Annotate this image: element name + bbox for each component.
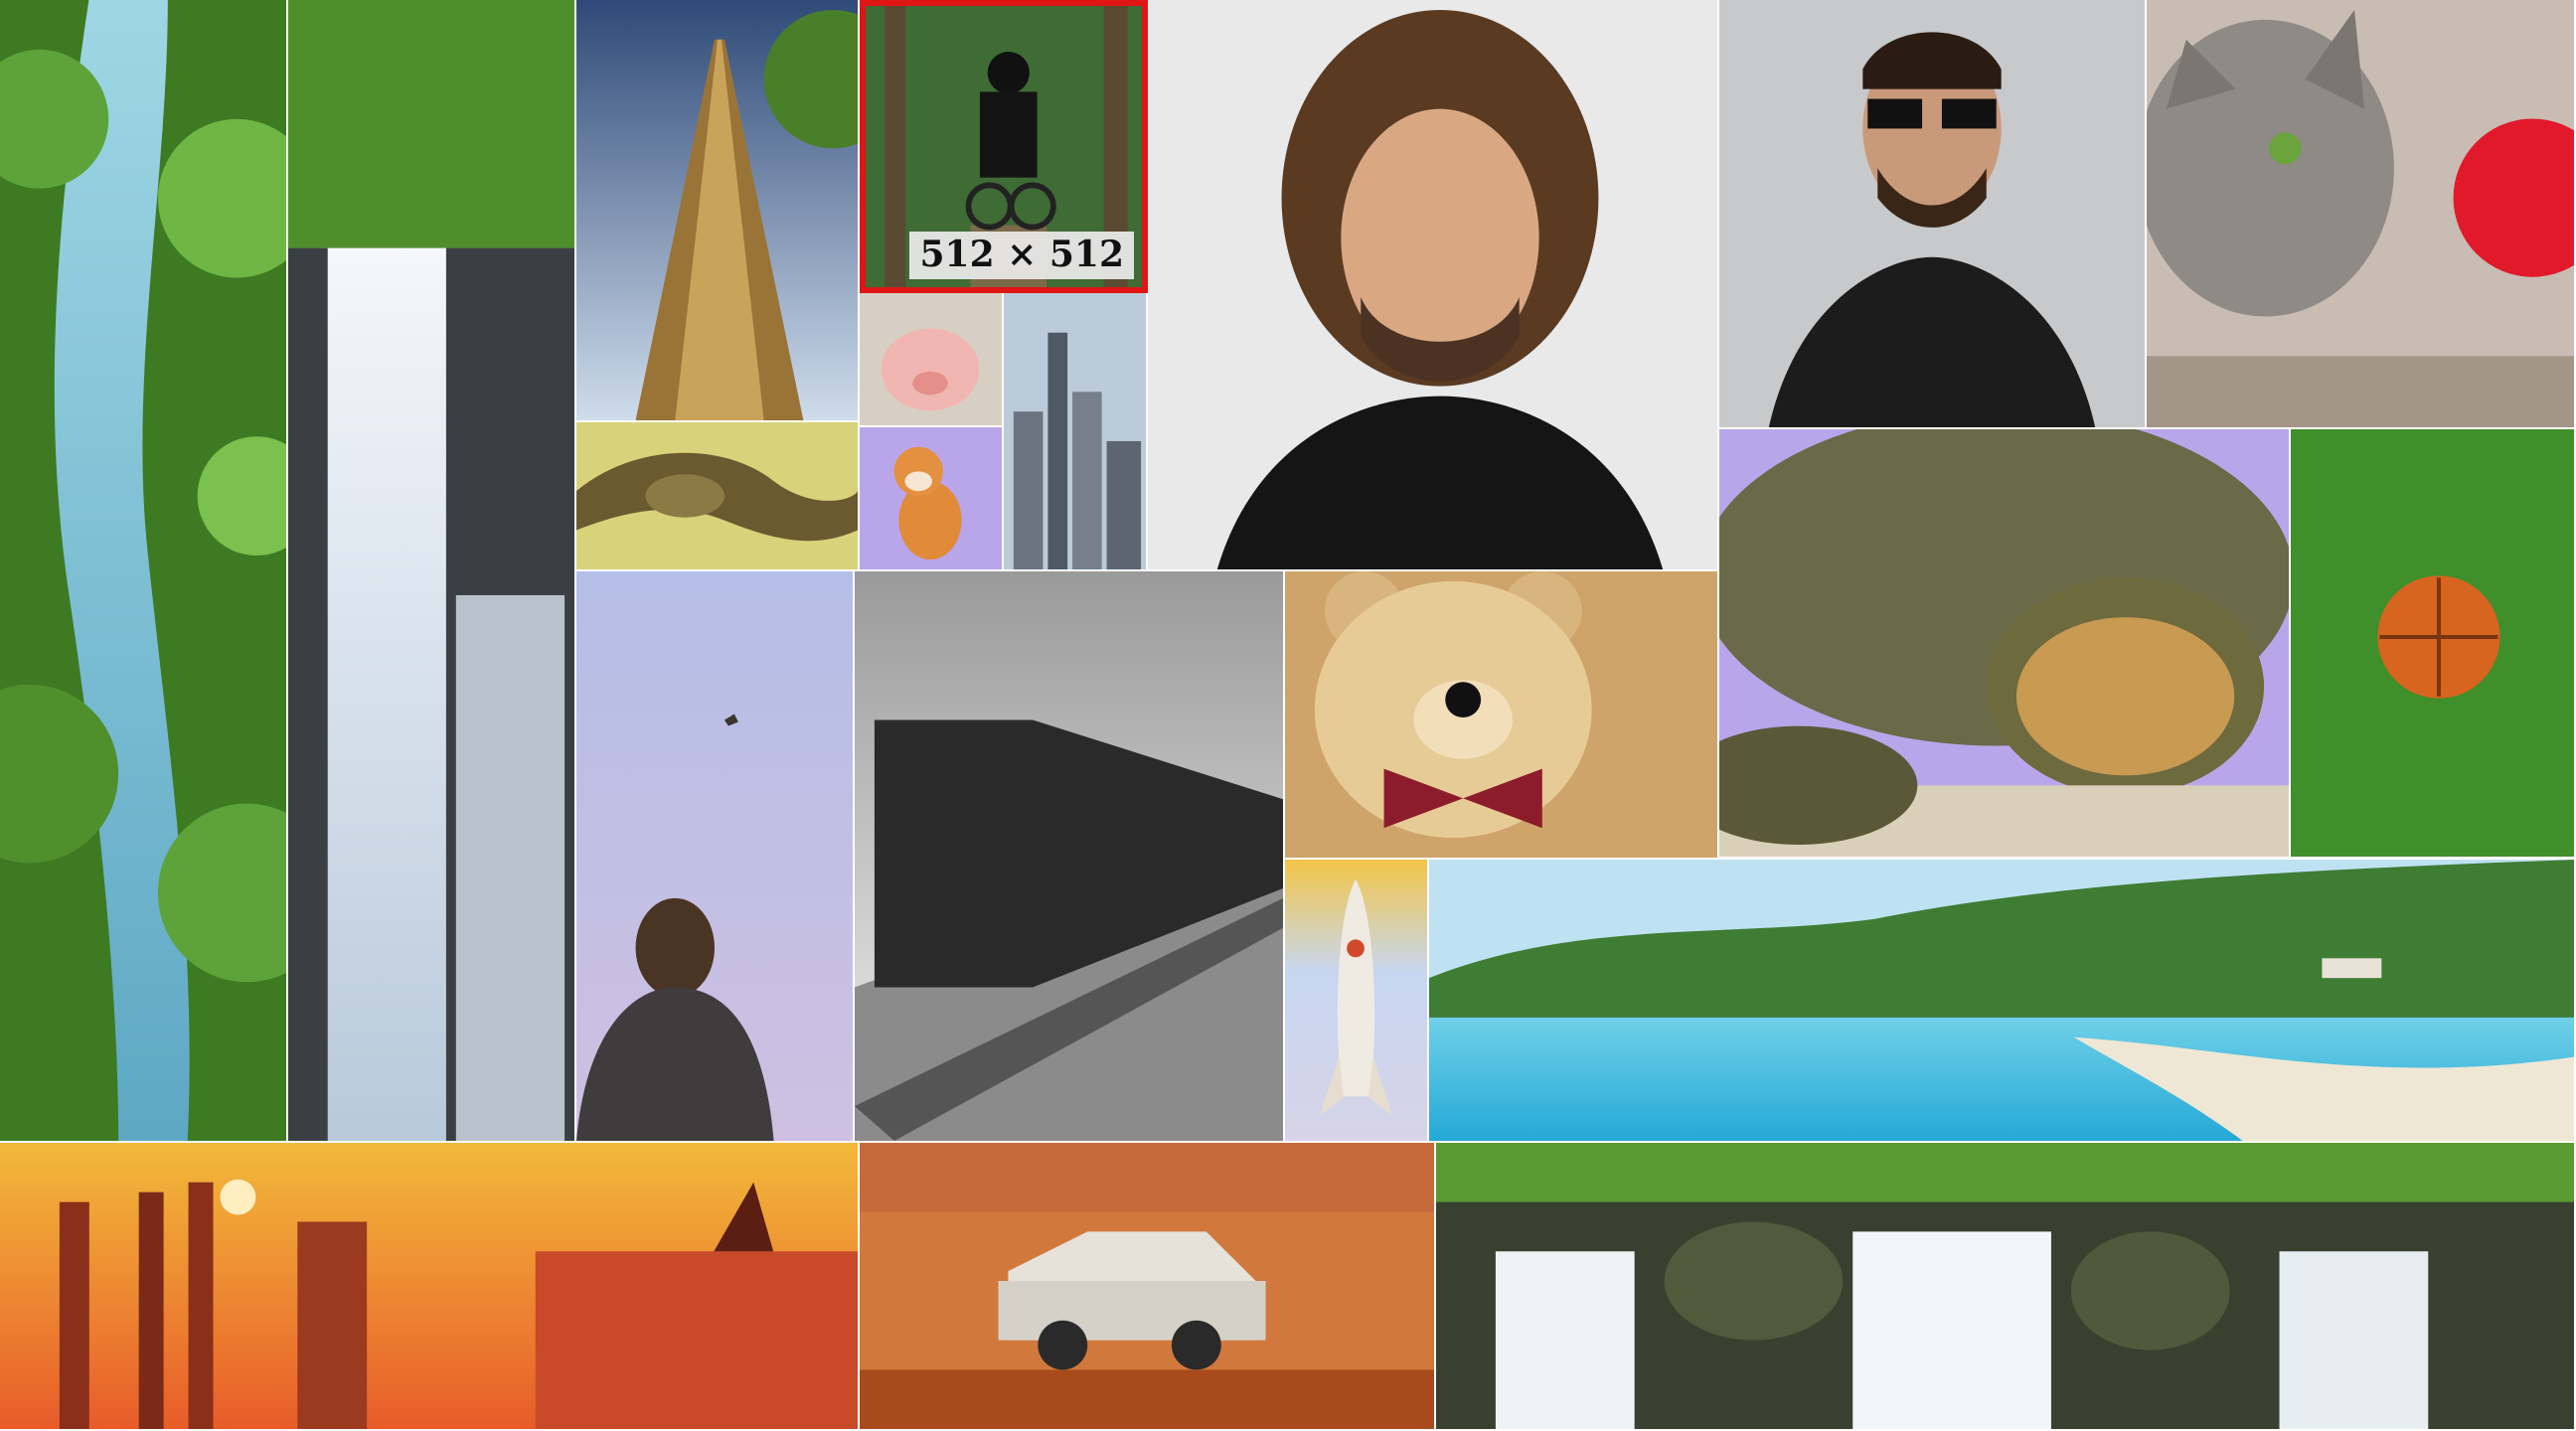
tile-vader-bike-highlighted: 512 × 512 xyxy=(860,0,1148,293)
tile-shiba-dog xyxy=(860,427,1004,571)
tile-snake xyxy=(576,422,860,571)
tile-eiffel-tower xyxy=(576,0,860,422)
tile-forest-waterfalls xyxy=(1436,1143,2576,1431)
tile-city-skyline xyxy=(1004,293,1148,571)
tile-waterfall-cliff xyxy=(288,0,576,1143)
tile-sunset-harbor-city xyxy=(0,1143,860,1431)
resolution-badge: 512 × 512 xyxy=(909,232,1134,279)
tile-pig xyxy=(860,293,1004,427)
tile-river-gorge xyxy=(0,0,288,1143)
tile-rocket xyxy=(1285,860,1429,1143)
tile-person-sky-bird xyxy=(576,571,855,1143)
tile-curly-hair-man-portrait xyxy=(1148,0,1719,571)
tile-turtle-closeup xyxy=(1719,429,2291,859)
tile-cat-red-ball xyxy=(2147,0,2576,429)
tile-teddy-bear-bowtie xyxy=(1285,571,1719,860)
tile-beach-bay xyxy=(1429,860,2576,1143)
tile-sunglasses-man-portrait xyxy=(1719,0,2147,429)
tile-basketball-green xyxy=(2291,429,2576,859)
tile-black-white-train xyxy=(855,571,1285,1143)
tile-suv-desert xyxy=(860,1143,1436,1431)
